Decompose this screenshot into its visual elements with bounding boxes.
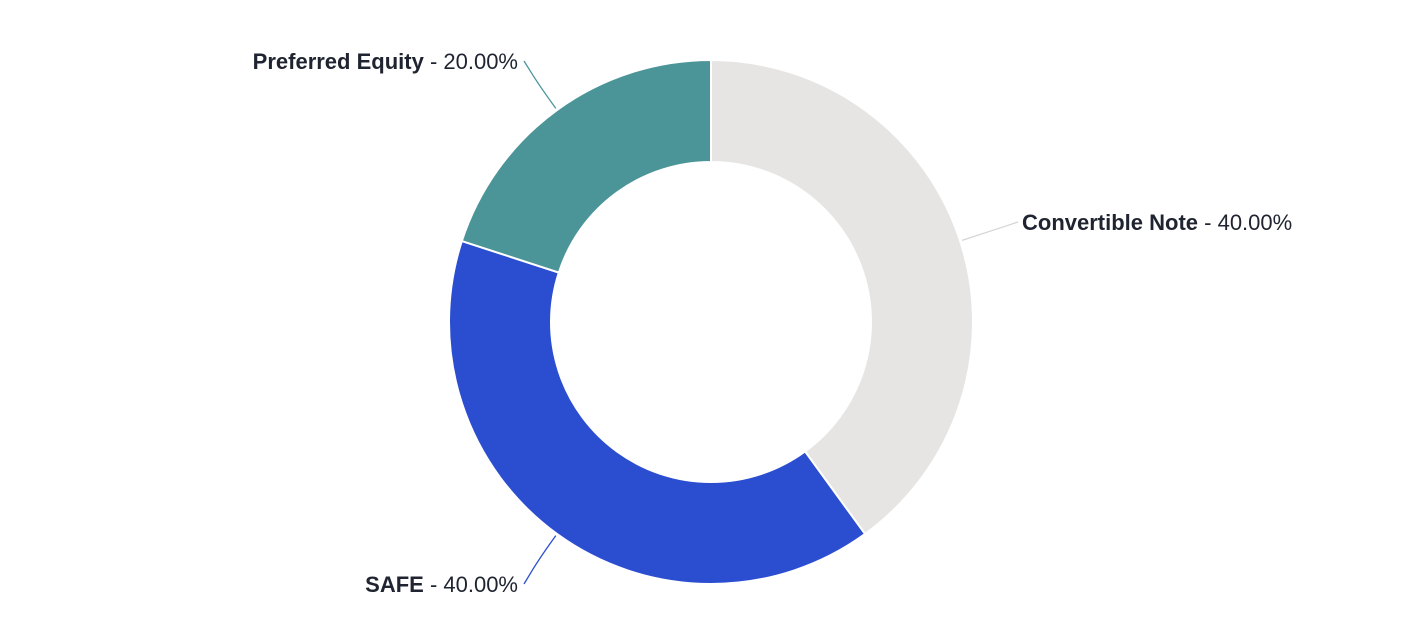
- slice-label-value: - 40.00%: [1198, 210, 1292, 235]
- slice-label-value: - 40.00%: [424, 572, 518, 597]
- slice-label-preferred-equity: Preferred Equity - 20.00%: [253, 49, 518, 74]
- slice-convertible-note[interactable]: [710, 58, 974, 536]
- slice-label-convertible-note: Convertible Note - 40.00%: [1022, 210, 1292, 235]
- slice-label-value: - 20.00%: [424, 49, 518, 74]
- slice-preferred-equity[interactable]: [460, 58, 712, 274]
- slice-label-safe: SAFE - 40.00%: [365, 572, 518, 597]
- leader-line-safe: [523, 535, 557, 585]
- slice-label-name: Preferred Equity: [253, 49, 425, 74]
- donut-slices: [448, 58, 974, 585]
- slice-label-name: SAFE: [365, 572, 424, 597]
- leader-line-convertible-note: [961, 221, 1019, 242]
- leader-line-preferred-equity: [523, 60, 557, 109]
- slice-safe[interactable]: [448, 239, 867, 585]
- slice-label-name: Convertible Note: [1022, 210, 1198, 235]
- slice-labels: Convertible Note - 40.00%SAFE - 40.00%Pr…: [253, 49, 1293, 597]
- leader-lines: [523, 60, 1019, 585]
